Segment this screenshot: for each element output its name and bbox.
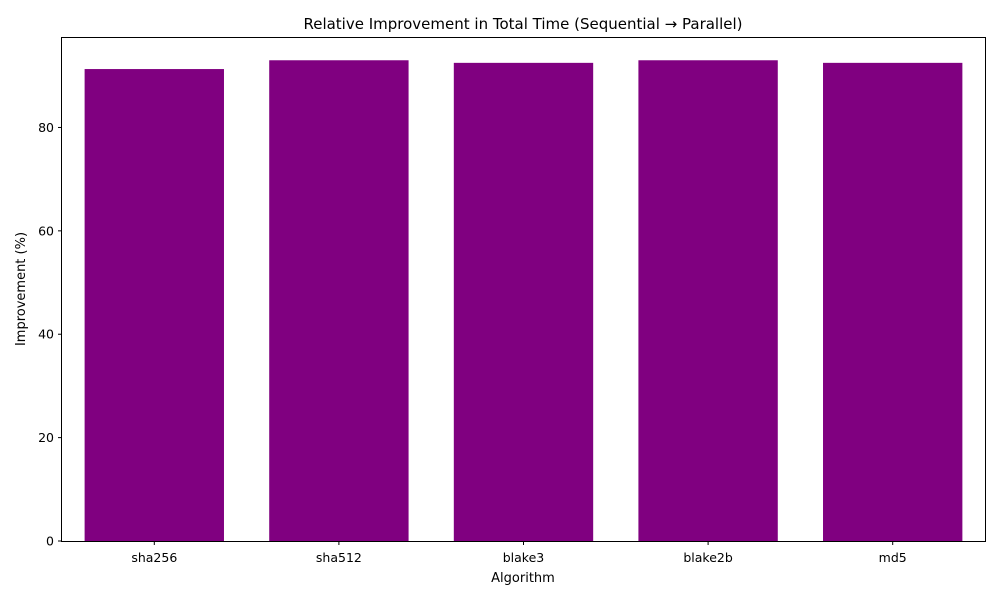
bar-blake2b [638,60,778,541]
y-axis-ticks: 0 20 40 60 80 [38,120,62,549]
bars-group [84,60,963,542]
bar-blake3 [453,62,594,541]
y-tick-label-80: 80 [38,120,54,135]
y-axis-label: Improvement (%) [14,232,29,346]
x-axis-label: Algorithm [491,571,555,586]
x-axis-ticks: sha256 sha512 blake3 blake2b md5 [131,541,907,565]
y-tick-label-0: 0 [46,534,54,549]
bar-md5 [823,62,963,541]
plot-frame [61,37,986,542]
chart-title: Relative Improvement in Total Time (Sequ… [303,15,742,33]
bar-sha512 [269,60,409,541]
y-tick-label-40: 40 [38,327,54,342]
y-tick-label-60: 60 [38,223,54,238]
x-tick-label-blake3: blake3 [503,550,545,565]
x-tick-label-md5: md5 [879,550,907,565]
bar-sha256 [84,69,224,542]
y-tick-label-20: 20 [38,430,54,445]
x-tick-label-blake2b: blake2b [683,550,733,565]
x-tick-label-sha512: sha512 [316,550,362,565]
x-tick-label-sha256: sha256 [131,550,177,565]
